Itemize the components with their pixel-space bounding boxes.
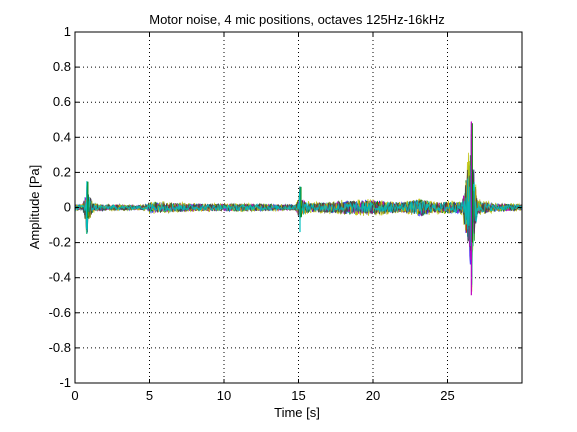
plot-area: 0 5 10 15 20 25 -1 -0.8 -0.6 -0.4 -0.2 0 0.2 0.4 0.6 0.…: [49, 24, 523, 403]
y-tick-label: -0.4: [49, 270, 71, 285]
y-tick-label: 0.8: [53, 59, 71, 74]
x-axis-label: Time [s]: [274, 405, 320, 420]
y-tick-label: -1: [59, 375, 71, 390]
y-axis-label: Amplitude [Pa]: [27, 165, 42, 250]
axis-ticks: 0 5 10 15 20 25 -1 -0.8 -0.6 -0.4 -0.2 0 0.2 0.4 0.6 0.…: [49, 24, 522, 403]
x-tick-label: 5: [146, 388, 153, 403]
x-tick-label: 10: [217, 388, 231, 403]
x-tick-label: 15: [291, 388, 305, 403]
y-tick-label: 0.6: [53, 94, 71, 109]
y-tick-label: -0.6: [49, 305, 71, 320]
y-tick-label: 0.2: [53, 164, 71, 179]
y-tick-label: 1: [64, 24, 71, 39]
y-tick-label: -0.2: [49, 235, 71, 250]
x-tick-label: 0: [71, 388, 78, 403]
x-tick-label: 25: [440, 388, 454, 403]
signal-traces: [74, 121, 523, 296]
x-tick-label: 20: [366, 388, 380, 403]
y-tick-label: -0.8: [49, 340, 71, 355]
y-tick-label: 0.4: [53, 129, 71, 144]
signal-series-8: [74, 137, 523, 286]
y-tick-label: 0: [64, 200, 71, 215]
chart-title: Motor noise, 4 mic positions, octaves 12…: [149, 12, 445, 27]
